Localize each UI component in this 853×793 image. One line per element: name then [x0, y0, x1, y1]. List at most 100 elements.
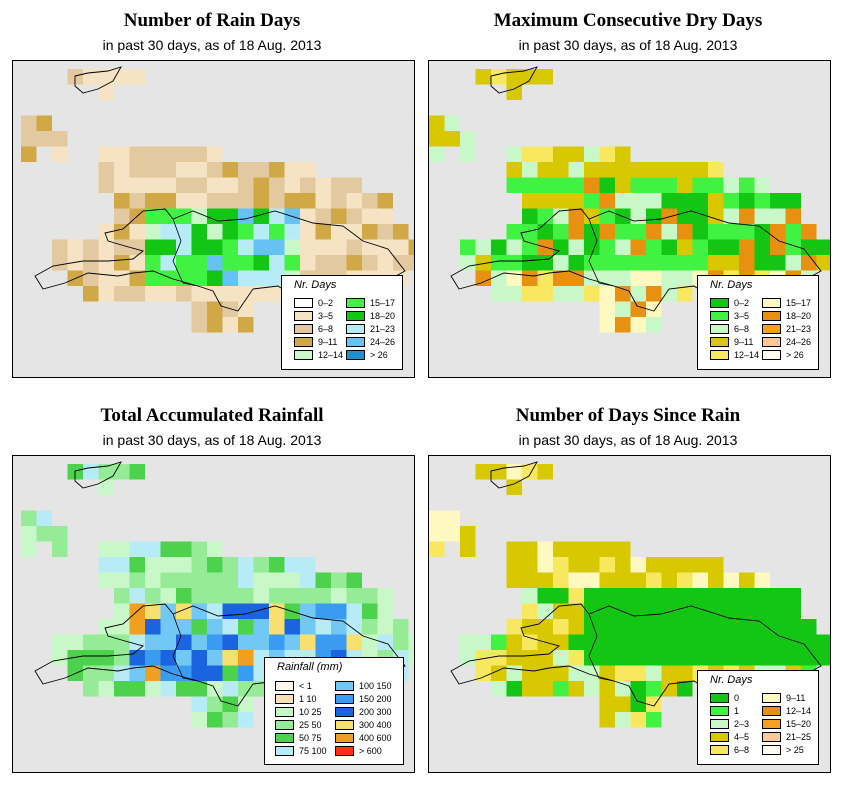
- grid-cell: [222, 619, 238, 635]
- grid-cell: [145, 224, 161, 240]
- grid-cell: [568, 619, 584, 635]
- grid-cell: [491, 270, 507, 286]
- grid-cell: [114, 572, 130, 588]
- grid-cell: [114, 208, 130, 224]
- grid-cell: [723, 224, 739, 240]
- grid-cell: [599, 286, 615, 302]
- grid-cell: [346, 193, 362, 209]
- grid-cell: [145, 177, 161, 193]
- grid-cell: [475, 634, 491, 650]
- grid-cell: [377, 603, 393, 619]
- grid-cell: [377, 208, 393, 224]
- legend-label: 18–20: [370, 310, 396, 321]
- legend-swatch: [294, 336, 313, 347]
- country-border: [172, 218, 199, 287]
- grid-cell: [284, 239, 300, 255]
- grid-cell: [599, 712, 615, 728]
- grid-cell: [708, 650, 724, 666]
- grid-cell: [568, 588, 584, 604]
- legend-item: 2–3: [710, 718, 749, 729]
- grid-cell: [785, 603, 801, 619]
- legend-item: 75 100: [275, 745, 327, 756]
- legend-item: 0–2: [710, 297, 749, 308]
- grid-cell: [754, 193, 770, 209]
- grid-cell: [615, 146, 631, 162]
- grid-cell: [739, 588, 755, 604]
- grid-cell: [238, 572, 254, 588]
- grid-cell: [269, 557, 285, 573]
- grid-cell: [537, 193, 553, 209]
- grid-cell: [222, 712, 238, 728]
- grid-cell: [269, 224, 285, 240]
- grid-cell: [692, 177, 708, 193]
- legend-swatch: [335, 680, 354, 691]
- grid-cell: [646, 572, 662, 588]
- grid-cell: [114, 634, 130, 650]
- grid-cell: [83, 286, 99, 302]
- grid-cell: [506, 270, 522, 286]
- grid-cell: [615, 224, 631, 240]
- grid-cell: [300, 619, 316, 635]
- grid-cell: [537, 464, 553, 480]
- legend-swatch: [335, 693, 354, 704]
- grid-cell: [253, 270, 269, 286]
- grid-cell: [692, 239, 708, 255]
- grid-cell: [253, 224, 269, 240]
- grid-cell: [191, 193, 207, 209]
- grid-cell: [362, 255, 378, 271]
- map-grid-svg: [21, 66, 414, 333]
- legend-swatch: [710, 692, 729, 703]
- grid-cell: [98, 270, 114, 286]
- grid-cell: [52, 255, 68, 271]
- legend-swatch: [275, 719, 294, 730]
- grid-cell: [599, 557, 615, 573]
- grid-cell: [191, 208, 207, 224]
- grid-cell: [238, 239, 254, 255]
- grid-cell: [346, 177, 362, 193]
- grid-cell: [253, 177, 269, 193]
- legend-item: 6–8: [294, 323, 333, 334]
- grid-cell: [599, 619, 615, 635]
- grid-cell: [145, 208, 161, 224]
- grid-cell: [222, 557, 238, 573]
- grid-cell: [145, 588, 161, 604]
- grid-cell: [646, 208, 662, 224]
- grid-cell: [191, 634, 207, 650]
- grid-cell: [770, 239, 786, 255]
- grid-cell: [785, 239, 801, 255]
- grid-cell: [475, 650, 491, 666]
- grid-cell: [222, 301, 238, 317]
- grid-cell: [646, 193, 662, 209]
- grid-cell: [584, 619, 600, 635]
- grid-cell: [615, 193, 631, 209]
- grid-cell: [522, 634, 538, 650]
- legend-item: 15–17: [346, 297, 395, 308]
- grid-cell: [238, 208, 254, 224]
- grid-cell: [269, 177, 285, 193]
- grid-cell: [708, 162, 724, 178]
- grid-cell: [708, 208, 724, 224]
- grid-cell: [553, 557, 569, 573]
- grid-cell: [553, 572, 569, 588]
- grid-cell: [615, 162, 631, 178]
- grid-cell: [114, 255, 130, 271]
- legend-swatch: [710, 718, 729, 729]
- grid-cell: [444, 131, 460, 147]
- grid-cell: [222, 665, 238, 681]
- grid-cell: [522, 193, 538, 209]
- grid-cell: [553, 619, 569, 635]
- grid-cell: [52, 650, 68, 666]
- grid-cell: [160, 255, 176, 271]
- grid-cell: [160, 286, 176, 302]
- grid-cell: [615, 286, 631, 302]
- grid-cell: [207, 665, 223, 681]
- grid-cell: [98, 464, 114, 480]
- grid-cell: [491, 634, 507, 650]
- grid-cell: [176, 193, 192, 209]
- grid-cell: [677, 634, 693, 650]
- grid-cell: [393, 634, 409, 650]
- grid-cell: [331, 224, 347, 240]
- grid-cell: [160, 193, 176, 209]
- grid-cell: [160, 270, 176, 286]
- grid-cell: [315, 177, 331, 193]
